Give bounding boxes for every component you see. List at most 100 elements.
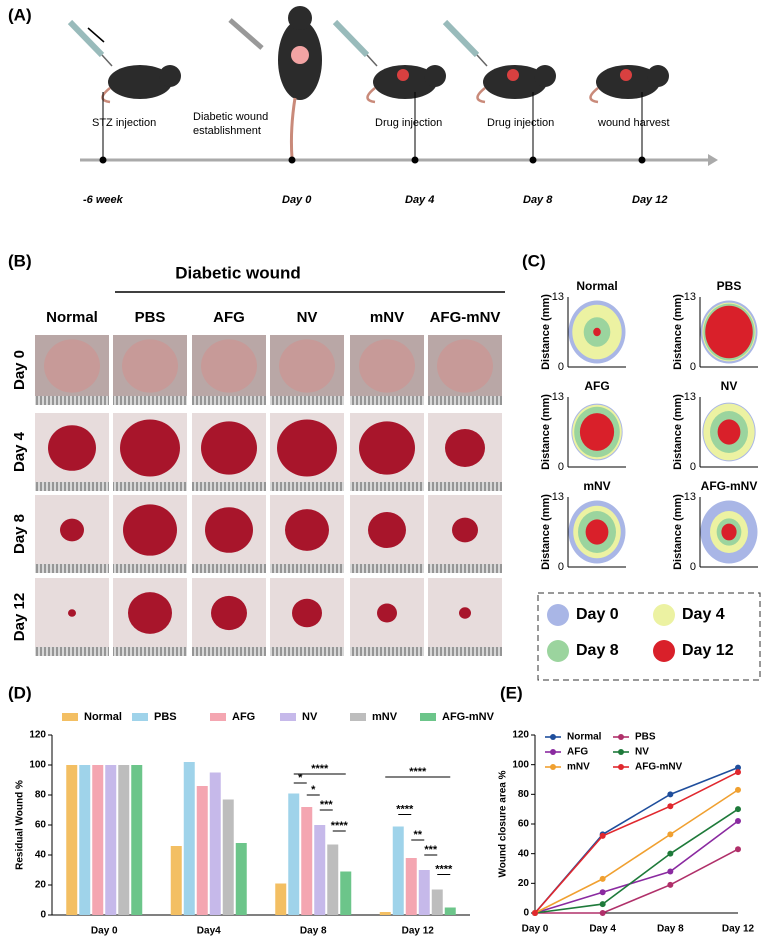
- y-tick-label: 13: [684, 491, 696, 503]
- timeline-dot: [99, 156, 107, 164]
- legend-label: mNV: [567, 762, 590, 773]
- point: [735, 806, 741, 813]
- ruler: [192, 396, 266, 405]
- step-label: Drug injection: [375, 117, 442, 129]
- line: [534, 808, 739, 914]
- wound: [277, 419, 337, 477]
- y-tick-label: 13: [684, 391, 696, 403]
- significance-label: ***: [424, 844, 438, 856]
- bar: [235, 843, 247, 915]
- point: [735, 764, 741, 771]
- y-tick-label: 100: [29, 760, 46, 771]
- bar: [118, 765, 130, 915]
- legend-swatch: [653, 640, 675, 662]
- tail: [366, 87, 376, 104]
- bar: [66, 765, 78, 915]
- legend-marker: [550, 764, 556, 770]
- plot-title: AFG: [584, 379, 609, 393]
- legend-box: [537, 592, 761, 681]
- x-tick-label: Day4: [197, 926, 221, 937]
- syringe: [442, 19, 480, 58]
- wound: [128, 592, 172, 634]
- legend-label: Day 4: [682, 606, 725, 623]
- row-label: Day 12: [11, 593, 28, 641]
- step-label: Diabetic wound establishment: [193, 111, 269, 137]
- row-label: Day 8: [11, 514, 28, 554]
- column-label: NV: [297, 309, 318, 326]
- tail: [476, 87, 486, 104]
- ruler: [428, 396, 502, 405]
- legend-label: Day 8: [576, 642, 619, 659]
- step-label: Drug injection: [487, 117, 554, 129]
- legend-label: AFG: [567, 747, 588, 758]
- step-label-box: Diabetic wound establishment: [193, 111, 269, 137]
- point: [735, 769, 741, 776]
- point: [667, 831, 674, 838]
- mouse-head: [647, 65, 669, 87]
- y-tick-label: 0: [523, 908, 529, 919]
- legend-marker: [618, 734, 624, 740]
- significance-label: ****: [331, 820, 349, 832]
- column-label: Normal: [46, 309, 98, 326]
- legend-label: Normal: [567, 732, 602, 743]
- legend-label: AFG-mNV: [635, 762, 683, 773]
- wound: [44, 339, 100, 393]
- timeline-dot: [529, 156, 537, 164]
- line: [535, 848, 739, 914]
- y-tick-label: 40: [518, 848, 530, 859]
- bar: [392, 826, 404, 915]
- panel-label: (A): [8, 5, 32, 24]
- ruler: [113, 482, 187, 491]
- legend-swatch: [62, 713, 78, 721]
- ruler: [350, 396, 424, 405]
- x-tick-label: Day 0: [522, 924, 549, 935]
- ruler: [113, 396, 187, 405]
- bar: [431, 889, 443, 915]
- ruler: [428, 564, 502, 573]
- line: [534, 789, 739, 914]
- x-tick-label: Day 8: [657, 924, 684, 935]
- ruler: [350, 564, 424, 573]
- wound: [459, 607, 471, 619]
- x-tick-label: Day 12: [402, 926, 435, 937]
- legend-swatch: [653, 604, 675, 626]
- wound-trace: [593, 327, 601, 337]
- y-axis-label: Distance (mm): [672, 294, 684, 370]
- bar: [196, 786, 208, 915]
- legend-label: Day 0: [576, 606, 619, 623]
- wound: [211, 595, 247, 631]
- y-tick-label: 13: [552, 491, 564, 503]
- point: [735, 786, 741, 793]
- wound: [359, 339, 415, 393]
- point: [532, 910, 538, 916]
- wound: [205, 507, 253, 553]
- bar: [222, 799, 234, 915]
- wound-trace: [717, 419, 741, 445]
- y-tick-label: 0: [558, 461, 564, 473]
- y-tick-label: 0: [690, 561, 696, 573]
- y-tick-label: 13: [552, 291, 564, 303]
- legend-swatch: [280, 713, 296, 721]
- ruler: [428, 482, 502, 491]
- legend-label: AFG-mNV: [442, 711, 495, 723]
- bar: [131, 765, 143, 915]
- y-tick-label: 100: [512, 759, 529, 770]
- mouse-head: [159, 65, 181, 87]
- bar: [105, 765, 117, 915]
- y-tick-label: 60: [35, 820, 47, 831]
- wound: [201, 339, 257, 393]
- wound: [377, 603, 397, 623]
- needle: [366, 54, 378, 67]
- point: [667, 850, 674, 857]
- timeline-label: Day 0: [282, 194, 312, 206]
- scalpel: [228, 18, 264, 50]
- mouse: [483, 65, 547, 99]
- line: [534, 820, 739, 914]
- point: [735, 818, 741, 825]
- timeline-dot: [638, 156, 646, 164]
- ruler: [35, 564, 109, 573]
- mouse: [596, 65, 660, 99]
- ruler: [192, 564, 266, 573]
- wound: [68, 609, 76, 617]
- y-tick-label: 0: [40, 910, 46, 921]
